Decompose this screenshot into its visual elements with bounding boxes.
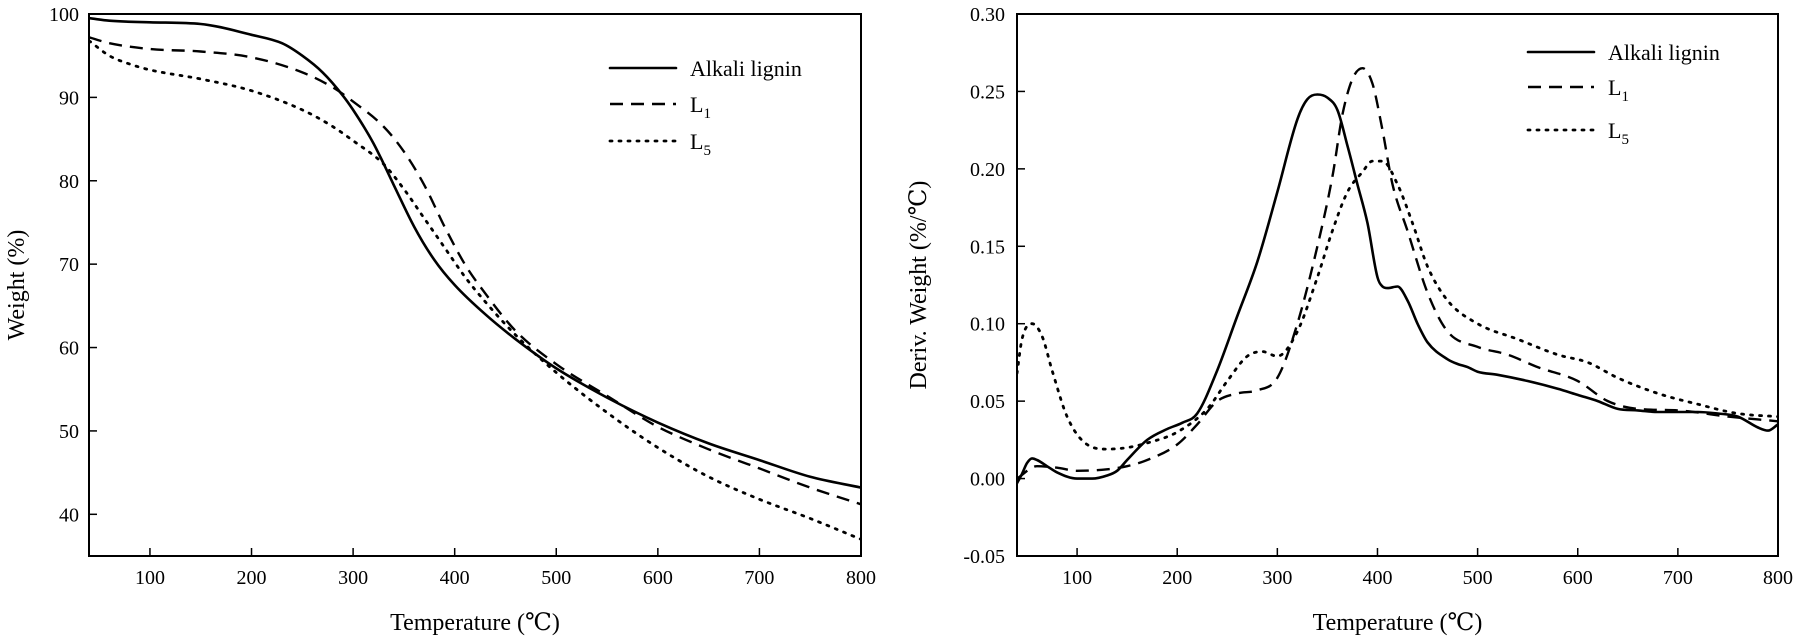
legend-label: Alkali lignin	[1608, 40, 1720, 65]
x-tick-label: 100	[1062, 567, 1092, 589]
legend-label: L1	[690, 92, 711, 122]
y-tick-label: 0.00	[970, 469, 1005, 491]
series-line-l1	[1017, 67, 1778, 480]
x-tick-label: 700	[744, 567, 774, 589]
y-tick-label: 0.30	[970, 4, 1005, 26]
derivative-weight-chart: 100 200 300 400 500 600 700 800 -0.05 0.00 0.05 0.1…	[906, 4, 1793, 636]
legend-label: Alkali lignin	[690, 56, 802, 81]
x-tick-label: 200	[237, 567, 267, 589]
legend-label: L1	[1608, 75, 1629, 105]
series-line-alkali-lignin	[1017, 93, 1778, 485]
x-tick-label: 100	[135, 567, 165, 589]
y-tick-label: 0.25	[970, 81, 1005, 103]
y-tick-label: 0.05	[970, 391, 1005, 413]
x-tick-label: 400	[1362, 567, 1392, 589]
x-tick-label: 700	[1663, 567, 1693, 589]
y-tick-label: 40	[59, 504, 79, 526]
y-tick-label: 80	[59, 171, 79, 193]
plot-area-frame	[1016, 13, 1779, 557]
y-tick-label: 90	[59, 87, 79, 109]
x-tick-label: 400	[440, 567, 470, 589]
x-tick-label: 600	[1563, 567, 1593, 589]
y-axis-title: Deriv. Weight (%/℃)	[906, 181, 932, 390]
x-tick-label: 800	[846, 567, 876, 589]
series-line-l5	[89, 39, 861, 541]
y-tick-label: 100	[49, 4, 79, 26]
y-tick-label: 60	[59, 338, 79, 360]
series-line-l5	[1017, 159, 1778, 451]
y-tick-label: 0.15	[970, 236, 1005, 258]
x-tick-label: 500	[1463, 567, 1493, 589]
x-tick-label: 200	[1162, 567, 1192, 589]
weight-loss-chart: 100 200 300 400 500 600 700 800 40 50 60 70 80 90 100 T…	[4, 4, 876, 636]
series-line-l1	[89, 36, 861, 506]
y-axis-title: Weight (%)	[4, 230, 30, 341]
x-axis-title: Temperature (℃)	[390, 610, 560, 636]
x-axis-title: Temperature (℃)	[1313, 610, 1483, 636]
y-tick-label: 50	[59, 421, 79, 443]
x-tick-label: 300	[1262, 567, 1292, 589]
legend-label: L5	[1608, 118, 1629, 148]
y-tick-label: 0.20	[970, 159, 1005, 181]
x-tick-label: 600	[643, 567, 673, 589]
legend-label: L5	[690, 129, 711, 159]
y-tick-label: -0.05	[963, 546, 1005, 568]
y-tick-label: 0.10	[970, 314, 1005, 336]
series-line-alkali-lignin	[89, 16, 861, 489]
x-tick-label: 500	[541, 567, 571, 589]
x-tick-label: 800	[1763, 567, 1793, 589]
plot-area-frame	[88, 13, 862, 557]
y-tick-label: 70	[59, 254, 79, 276]
x-tick-label: 300	[338, 567, 368, 589]
